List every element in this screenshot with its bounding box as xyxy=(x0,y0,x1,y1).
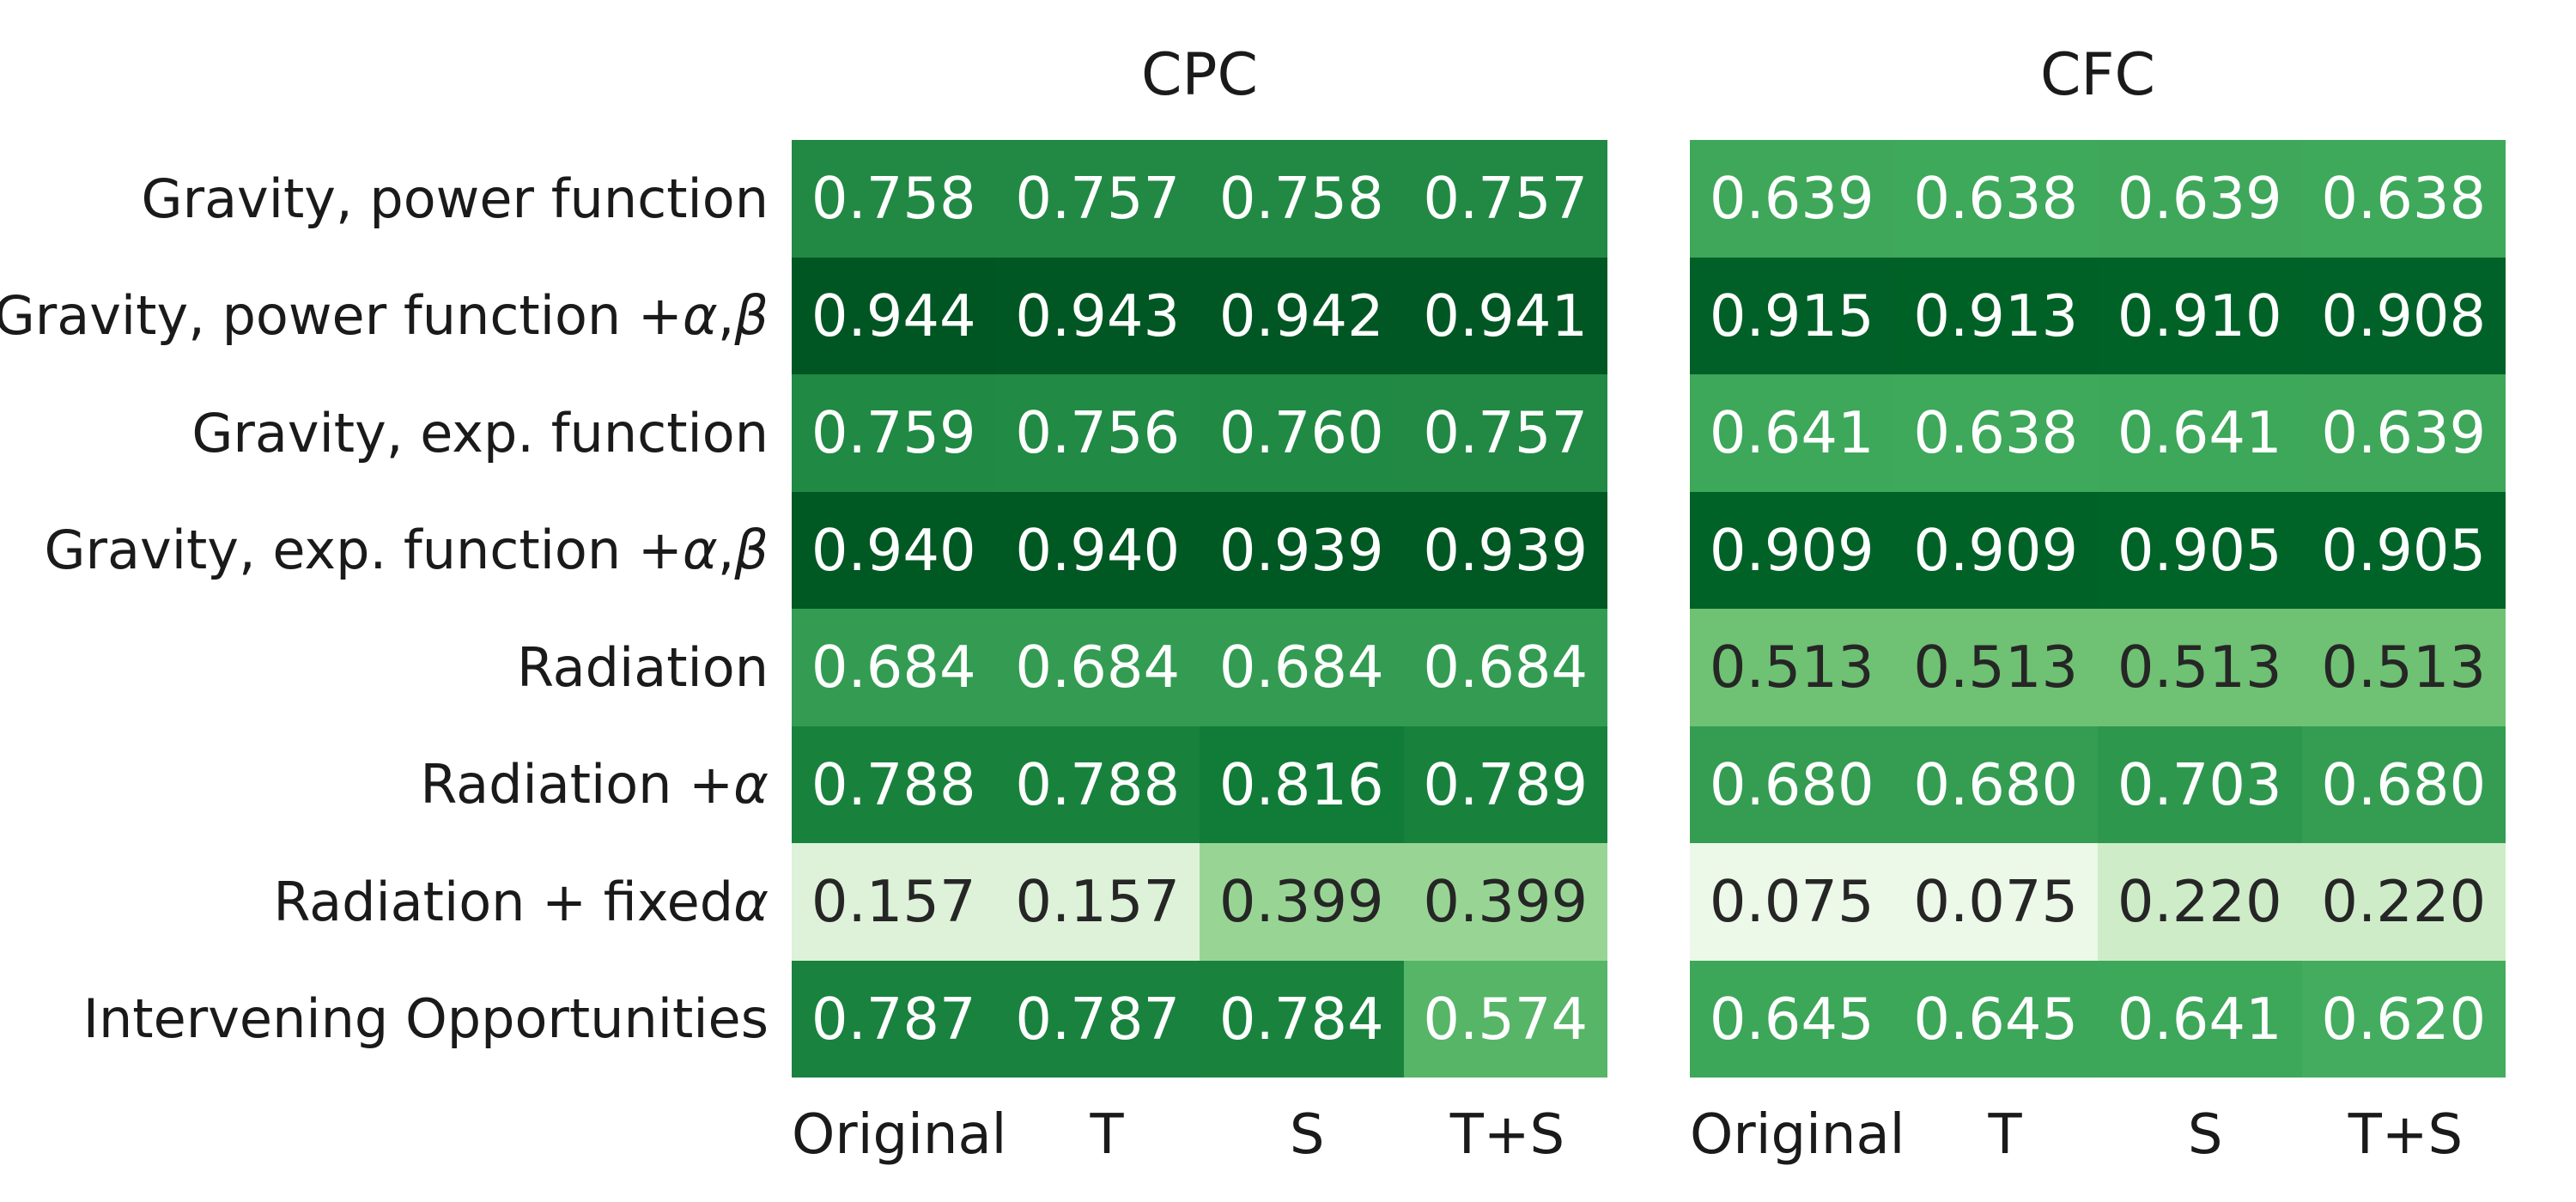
heatmap-cell: 0.513 xyxy=(1893,609,2098,726)
heatmap-cell: 0.788 xyxy=(792,725,996,843)
row-label: Gravity, power function + α, β xyxy=(0,284,769,348)
heatmap-cell: 0.943 xyxy=(995,257,1200,374)
heatmap-cell: 0.680 xyxy=(1893,725,2098,843)
heatmap-cell: 0.939 xyxy=(1403,491,1607,609)
heatmap-cell: 0.940 xyxy=(792,491,996,609)
heatmap-cell: 0.684 xyxy=(995,609,1200,726)
heatmap-cell: 0.787 xyxy=(995,960,1200,1078)
row-label: Gravity, exp. function + α, β xyxy=(44,519,769,582)
heatmap-cell: 0.641 xyxy=(2098,374,2302,492)
heatmap-cell: 0.075 xyxy=(1690,843,1894,961)
heatmap-cell: 0.789 xyxy=(1403,725,1607,843)
heatmap-cell: 0.680 xyxy=(1690,725,1894,843)
cpc-panel-title: CPC xyxy=(1141,41,1258,109)
heatmap-cell: 0.788 xyxy=(995,725,1200,843)
heatmap-cell: 0.909 xyxy=(1893,491,2098,609)
heatmap-cell: 0.913 xyxy=(1893,257,2098,374)
heatmap-cell: 0.641 xyxy=(2098,960,2302,1078)
column-label: S xyxy=(1289,1103,1325,1167)
heatmap-cell: 0.513 xyxy=(2301,609,2506,726)
heatmap-cell: 0.645 xyxy=(1690,960,1894,1078)
heatmap-cell: 0.639 xyxy=(2301,374,2506,492)
heatmap-cell: 0.760 xyxy=(1200,374,1404,492)
heatmap-cell: 0.645 xyxy=(1893,960,2098,1078)
cpc-column-labels: Original T S T+S xyxy=(792,1094,1607,1176)
heatmap-cell: 0.787 xyxy=(792,960,996,1078)
heatmap-cell: 0.684 xyxy=(1200,609,1404,726)
heatmap-cell: 0.638 xyxy=(2301,140,2506,258)
row-label: Radiation xyxy=(516,635,769,699)
heatmap-cell: 0.513 xyxy=(1690,609,1894,726)
heatmap-cell: 0.639 xyxy=(1690,140,1894,258)
column-label: Original xyxy=(1690,1103,1905,1167)
row-label: Intervening Opportunities xyxy=(82,987,769,1051)
heatmap-cell: 0.638 xyxy=(1893,140,2098,258)
heatmap-cell: 0.684 xyxy=(792,609,996,726)
heatmap-cell: 0.684 xyxy=(1403,609,1607,726)
heatmap-cell: 0.703 xyxy=(2098,725,2302,843)
heatmap-cell: 0.944 xyxy=(792,257,996,374)
heatmap-cell: 0.574 xyxy=(1403,960,1607,1078)
column-label: S xyxy=(2187,1103,2223,1167)
heatmap-cell: 0.620 xyxy=(2301,960,2506,1078)
heatmap-cell: 0.399 xyxy=(1200,843,1404,961)
column-label: T+S xyxy=(2348,1103,2464,1167)
heatmap-cell: 0.905 xyxy=(2098,491,2302,609)
row-label: Radiation + fixed α xyxy=(273,870,769,933)
heatmap-cell: 0.908 xyxy=(2301,257,2506,374)
cfc-column-labels: Original T S T+S xyxy=(1690,1094,2506,1176)
heatmap-cell: 0.905 xyxy=(2301,491,2506,609)
heatmap-cell: 0.915 xyxy=(1690,257,1894,374)
cpc-heatmap-grid: 0.758 0.757 0.758 0.757 0.944 0.943 0.942 0.941… xyxy=(792,140,1607,1078)
heatmap-cell: 0.758 xyxy=(1200,140,1404,258)
heatmap-cell: 0.757 xyxy=(1403,374,1607,492)
heatmap-cell: 0.940 xyxy=(995,491,1200,609)
row-label: Gravity, power function xyxy=(141,167,769,230)
heatmap-cell: 0.939 xyxy=(1200,491,1404,609)
heatmap-cell: 0.641 xyxy=(1690,374,1894,492)
row-label: Radiation + α xyxy=(420,753,769,817)
cfc-panel-title: CFC xyxy=(2039,41,2156,109)
heatmap-cell: 0.680 xyxy=(2301,725,2506,843)
heatmap-cell: 0.759 xyxy=(792,374,996,492)
column-label: T+S xyxy=(1449,1103,1565,1167)
heatmap-cell: 0.942 xyxy=(1200,257,1404,374)
heatmap-cell: 0.399 xyxy=(1403,843,1607,961)
heatmap-cell: 0.756 xyxy=(995,374,1200,492)
heatmap-cell: 0.220 xyxy=(2301,843,2506,961)
heatmap-cell: 0.757 xyxy=(1403,140,1607,258)
heatmap-cell: 0.639 xyxy=(2098,140,2302,258)
heatmap-cell: 0.757 xyxy=(995,140,1200,258)
heatmap-cell: 0.816 xyxy=(1200,725,1404,843)
heatmap-cell: 0.758 xyxy=(792,140,996,258)
heatmap-cell: 0.157 xyxy=(792,843,996,961)
column-label: T xyxy=(1090,1103,1124,1167)
cfc-heatmap-grid: 0.639 0.638 0.639 0.638 0.915 0.913 0.910 0.908… xyxy=(1690,140,2506,1078)
heatmap-cell: 0.513 xyxy=(2098,609,2302,726)
heatmap-cell: 0.157 xyxy=(995,843,1200,961)
heatmap-cell: 0.784 xyxy=(1200,960,1404,1078)
heatmap-cell: 0.909 xyxy=(1690,491,1894,609)
heatmap-cell: 0.220 xyxy=(2098,843,2302,961)
column-label: T xyxy=(1988,1103,2022,1167)
heatmap-cell: 0.075 xyxy=(1893,843,2098,961)
heatmap-cell: 0.941 xyxy=(1403,257,1607,374)
column-label: Original xyxy=(792,1103,1007,1167)
row-label: Gravity, exp. function xyxy=(191,401,769,464)
heatmap-cell: 0.638 xyxy=(1893,374,2098,492)
heatmap-cell: 0.910 xyxy=(2098,257,2302,374)
